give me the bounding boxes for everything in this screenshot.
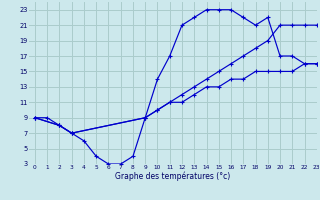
X-axis label: Graphe des températures (°c): Graphe des températures (°c)	[115, 172, 230, 181]
